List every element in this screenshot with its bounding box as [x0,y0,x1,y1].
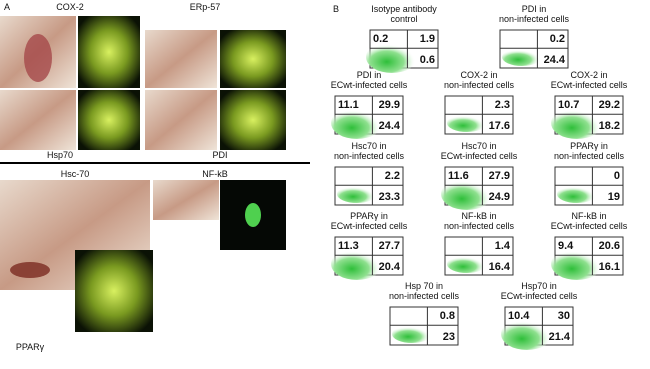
quadrant-value: 20.6 [599,240,620,252]
plot-title: COX-2 in [460,70,497,80]
cell-cloud [551,107,603,139]
plot-title: PPARγ in [570,141,608,151]
plot-title: ECwt-infected cells [551,80,628,90]
quadrant-value: 17.6 [489,120,510,132]
quadrant-value: 19 [608,191,620,203]
image-label: Hsc-70 [61,169,90,179]
quadrant-value: 27.9 [489,170,510,182]
image-label: PDI [212,150,227,160]
quadrant-value: 11.6 [448,170,469,182]
quadrant-value: 23 [443,331,455,343]
image-label: ERp-57 [190,2,221,12]
quadrant-value: 24.9 [489,191,510,203]
cell-cloud [447,255,487,273]
cell-cloud [337,185,377,203]
plot-title: Hsc70 in [461,141,496,151]
quadrant-value: 2.3 [495,99,510,111]
quadrant-value: 24.4 [544,54,566,66]
plot-title: non-infected cells [444,80,515,90]
quadrant-value: 30 [558,310,570,322]
micrographs [0,16,310,332]
plot-title: PDI in [522,4,547,14]
cell-cloud [557,185,597,203]
cell-cloud [447,114,487,132]
plot-title: non-infected cells [444,221,515,231]
plot-title: PPARγ in [350,211,388,221]
quadrant-value: 11.1 [338,99,359,111]
plot-title: Hsp70 in [521,281,557,291]
quadrant-value: 20.4 [379,261,401,273]
quadrant-value: 10.7 [558,99,579,111]
plot-title: control [390,14,417,24]
cell-cloud [366,41,418,73]
quadrant-value: 9.4 [558,240,574,252]
quadrant-value: 16.4 [489,261,511,273]
quadrant-value: 23.3 [379,191,400,203]
quadrant-value: 29.9 [379,99,400,111]
plot-title: NF-kB in [571,211,606,221]
plot-title: ECwt-infected cells [331,80,408,90]
cell-cloud [331,248,383,280]
cell-cloud [551,248,603,280]
cell-cloud [441,178,493,210]
plot-title: non-infected cells [499,14,570,24]
quadrant-value: 18.2 [599,120,620,132]
quadrant-value: 11.3 [338,240,359,252]
quadrant-value: 16.1 [599,261,620,273]
panel-label: B [333,4,339,14]
cell-cloud [392,325,432,343]
image-label: PPARγ [16,342,45,352]
quadrant-value: 27.7 [379,240,400,252]
plot-title: Hsp 70 in [405,281,443,291]
plot-title: ECwt-infected cells [501,291,578,301]
quadrant-value: 24.4 [379,120,401,132]
quadrant-value: 29.2 [599,99,620,111]
panel-label: A [4,2,10,12]
quadrant-value: 10.4 [508,310,530,322]
quadrant-value: 0.2 [550,33,565,45]
quadrant-value: 1.9 [420,33,435,45]
cell-cloud [331,107,383,139]
plot-title: PDI in [357,70,382,80]
plot-title: ECwt-infected cells [551,221,628,231]
plot-title: non-infected cells [554,151,625,161]
quadrant-value: 0.6 [420,54,435,66]
plot-title: Hsc70 in [351,141,386,151]
image-label: COX-2 [56,2,84,12]
plot-title: NF-kB in [461,211,496,221]
plot-title: COX-2 in [570,70,607,80]
plot-title: non-infected cells [334,151,405,161]
quadrant-value: 1.4 [495,240,511,252]
plot-title: non-infected cells [389,291,460,301]
quadrant-value: 0.2 [373,33,388,45]
image-label: NF-kB [202,169,228,179]
cell-cloud [501,318,553,350]
cell-cloud [502,48,542,66]
image-label: Hsp70 [47,150,73,160]
quadrant-value: 0.8 [440,310,455,322]
quadrant-value: 0 [614,170,620,182]
plot-title: ECwt-infected cells [331,221,408,231]
plot-title: Isotype antibody [371,4,437,14]
plot-title: ECwt-infected cells [441,151,518,161]
quadrant-value: 21.4 [549,331,571,343]
quadrant-value: 2.2 [385,170,400,182]
